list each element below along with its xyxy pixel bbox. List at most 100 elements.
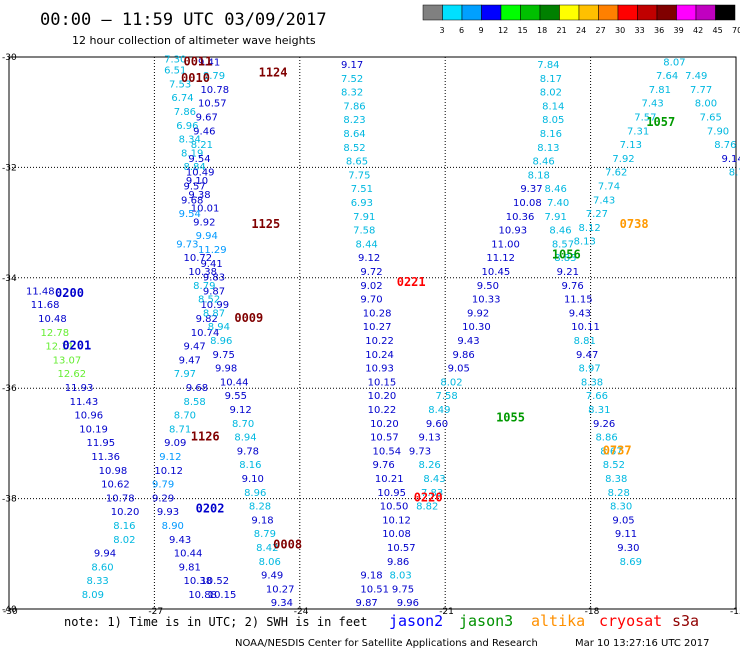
grid-lines — [9, 57, 736, 609]
wave-height-label: 9.30 — [617, 543, 639, 554]
wave-height-label: 8.70 — [232, 419, 254, 430]
wave-height-label: 7.86 — [343, 101, 365, 112]
wave-height-label: 9.05 — [612, 515, 634, 526]
wave-height-label: 9.70 — [360, 295, 382, 306]
wave-height-label: 8.31 — [588, 405, 610, 416]
colorbar-label: 6 — [459, 26, 464, 35]
wave-height-label: 9.98 — [215, 364, 237, 375]
wave-height-label: 9.60 — [426, 419, 448, 430]
wave-height-label: 11.12 — [486, 253, 515, 264]
x-tick-label: -15 — [730, 607, 740, 617]
wave-height-label: 9.12 — [159, 452, 181, 463]
satellite-jason3: jason3 — [459, 612, 513, 630]
y-tick-label: -36 — [2, 384, 17, 394]
colorbar-label: 15 — [518, 26, 528, 35]
wave-height-label: 10.44 — [220, 377, 249, 388]
wave-height-label: 10.57 — [370, 433, 399, 444]
colorbar-swatch — [539, 4, 560, 21]
wave-height-label: 9.68 — [186, 383, 208, 394]
wave-height-label: 10.93 — [365, 364, 394, 375]
wave-height-label: 6.93 — [351, 198, 373, 209]
colorbar-label: 33 — [635, 26, 645, 35]
wave-height-label: 7.27 — [586, 209, 608, 220]
wave-height-label: 10.93 — [499, 226, 528, 237]
wave-height-label: 9.12 — [230, 405, 252, 416]
wave-height-label: 8.30 — [610, 502, 632, 513]
wave-height-label: 8.79 — [254, 529, 276, 540]
wave-height-label: 7.91 — [545, 212, 567, 223]
wave-height-label: 7.66 — [586, 391, 608, 402]
footer-credit: NOAA/NESDIS Center for Satellite Applica… — [235, 638, 538, 649]
colorbar-swatch — [598, 4, 619, 21]
wave-height-label: 8.82 — [416, 502, 438, 513]
wave-height-label: 9.76 — [562, 281, 584, 292]
colorbar-swatch — [695, 4, 716, 21]
wave-height-label: 9.17 — [341, 60, 363, 71]
wave-height-label: 8.07 — [663, 57, 685, 68]
wave-height-label: 9.54 — [188, 154, 210, 165]
wave-height-label: 10.20 — [111, 507, 140, 518]
wave-height-label: 8.05 — [542, 115, 564, 126]
wave-height-label: 8.65 — [346, 157, 368, 168]
wave-height-label: 8.49 — [428, 405, 450, 416]
wave-height-label: 10.30 — [462, 322, 491, 333]
wave-height-label: 8.02 — [113, 535, 135, 546]
y-tick-label: -32 — [2, 163, 17, 173]
colorbar-label: 24 — [576, 26, 586, 35]
wave-height-label: 10.48 — [38, 314, 67, 325]
y-tick-label: -34 — [2, 274, 17, 284]
wave-height-label: 10.38 — [188, 267, 217, 278]
wave-height-label: 8.86 — [595, 433, 617, 444]
wave-height-label: 7.97 — [174, 369, 196, 380]
wave-height-label: 6.74 — [171, 93, 193, 104]
wave-height-label: 10.19 — [79, 424, 108, 435]
wave-height-label: 9.75 — [392, 584, 414, 595]
wave-height-label: 10.12 — [382, 515, 411, 526]
wave-height-label: 9.92 — [193, 217, 215, 228]
wave-height-label: 8.90 — [162, 521, 184, 532]
wave-height-label: 10.15 — [368, 377, 397, 388]
wave-height-label: 8.87 — [203, 308, 225, 319]
wave-height-label: 9.02 — [360, 281, 382, 292]
wave-height-label: 9.68 — [181, 195, 203, 206]
wave-height-label: 8.17 — [540, 74, 562, 85]
pass-time-label: 1056 — [552, 247, 581, 261]
wave-height-label: 8.16 — [239, 460, 261, 471]
wave-height-label: 11.36 — [91, 452, 120, 463]
wave-height-label: 10.08 — [382, 529, 411, 540]
wave-height-label: 8.16 — [540, 129, 562, 140]
x-tick-label: -18 — [585, 607, 600, 617]
wave-height-label: 10.95 — [377, 488, 406, 499]
wave-height-label: 9.96 — [397, 598, 419, 609]
colorbar-swatch — [422, 4, 443, 21]
wave-height-label: 10.15 — [208, 590, 237, 601]
y-tick-label: -38 — [2, 495, 17, 505]
wave-height-label: 9.43 — [169, 535, 191, 546]
wave-height-label: 10.99 — [200, 300, 229, 311]
wave-height-label: 8.46 — [549, 226, 571, 237]
pass-time-label: 1057 — [646, 115, 675, 129]
wave-height-label: 9.18 — [360, 571, 382, 582]
wave-height-label: 8.09 — [82, 590, 104, 601]
colorbar-swatch — [559, 4, 580, 21]
wave-height-label: 9.54 — [179, 209, 201, 220]
time-labels: 0011 0010 1124 1125 0009 1126 0008 0200 0201 0202… — [55, 54, 675, 551]
wave-height-label: 8.70 — [174, 411, 196, 422]
wave-height-label: 9.67 — [196, 112, 218, 123]
wave-height-label: 10.38 — [183, 576, 212, 587]
colorbar-swatch — [442, 4, 463, 21]
wave-height-label: 9.21 — [557, 267, 579, 278]
wave-height-label: 11.68 — [31, 300, 60, 311]
wave-height-label: 9.75 — [213, 350, 235, 361]
wave-height-label: 7.62 — [605, 168, 627, 179]
wave-height-label: 9.94 — [196, 231, 218, 242]
wave-height-label: 10.22 — [368, 405, 397, 416]
wave-height-label: 8.94 — [234, 433, 256, 444]
colorbar-swatch — [656, 4, 677, 21]
wave-height-label: 9.93 — [157, 507, 179, 518]
wave-height-label: 10.45 — [482, 267, 511, 278]
colorbar-swatch — [461, 4, 482, 21]
wave-height-label: 10.57 — [198, 99, 227, 110]
wave-height-label: 7.64 — [656, 71, 678, 82]
